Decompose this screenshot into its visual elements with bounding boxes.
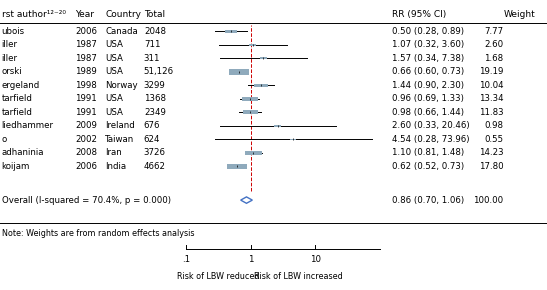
Text: 624: 624 bbox=[144, 135, 160, 144]
Text: 1.68: 1.68 bbox=[484, 54, 503, 63]
Text: 2009: 2009 bbox=[75, 121, 97, 130]
Text: 3299: 3299 bbox=[144, 81, 166, 90]
Text: 11.83: 11.83 bbox=[479, 108, 503, 117]
Text: 2008: 2008 bbox=[75, 148, 97, 157]
Text: 711: 711 bbox=[144, 40, 160, 49]
Text: 7.77: 7.77 bbox=[484, 27, 503, 36]
Text: 0.55: 0.55 bbox=[484, 135, 503, 144]
Text: 1.57 (0.34, 7.38): 1.57 (0.34, 7.38) bbox=[392, 54, 464, 63]
Text: koijam: koijam bbox=[2, 162, 30, 171]
Text: Total: Total bbox=[144, 10, 165, 19]
Text: 3726: 3726 bbox=[144, 148, 166, 157]
Text: Country: Country bbox=[105, 10, 141, 19]
Text: Canada: Canada bbox=[105, 27, 138, 36]
Text: Weight: Weight bbox=[503, 10, 535, 19]
Bar bbox=[290, 139, 296, 140]
Text: rst author¹²⁻²⁰: rst author¹²⁻²⁰ bbox=[2, 10, 66, 19]
Text: 13.34: 13.34 bbox=[479, 94, 503, 103]
Text: 2002: 2002 bbox=[75, 135, 97, 144]
Text: 0.62 (0.52, 0.73): 0.62 (0.52, 0.73) bbox=[392, 162, 464, 171]
Text: Overall (I-squared = 70.4%, p = 0.000): Overall (I-squared = 70.4%, p = 0.000) bbox=[2, 195, 171, 205]
Text: iller: iller bbox=[2, 54, 18, 63]
Text: RR (95% CI): RR (95% CI) bbox=[392, 10, 446, 19]
Text: 0.96 (0.69, 1.33): 0.96 (0.69, 1.33) bbox=[392, 94, 463, 103]
Text: 0.98 (0.66, 1.44): 0.98 (0.66, 1.44) bbox=[392, 108, 464, 117]
Text: .1: .1 bbox=[182, 255, 190, 264]
Bar bbox=[225, 30, 237, 33]
Text: 1987: 1987 bbox=[75, 54, 97, 63]
Text: Note: Weights are from random effects analysis: Note: Weights are from random effects an… bbox=[2, 229, 194, 238]
Bar bbox=[243, 110, 258, 114]
Text: 1989: 1989 bbox=[75, 67, 97, 76]
Text: 2048: 2048 bbox=[144, 27, 166, 36]
Text: 17.80: 17.80 bbox=[479, 162, 503, 171]
Text: 1.10 (0.81, 1.48): 1.10 (0.81, 1.48) bbox=[392, 148, 464, 157]
Bar bbox=[260, 57, 267, 59]
Text: 0.86 (0.70, 1.06): 0.86 (0.70, 1.06) bbox=[392, 195, 464, 205]
Bar bbox=[254, 84, 267, 87]
Text: 10.04: 10.04 bbox=[479, 81, 503, 90]
Text: 100.00: 100.00 bbox=[473, 195, 503, 205]
Text: USA: USA bbox=[105, 40, 123, 49]
Text: 19.19: 19.19 bbox=[479, 67, 503, 76]
Text: 2006: 2006 bbox=[75, 162, 97, 171]
Text: 0.50 (0.28, 0.89): 0.50 (0.28, 0.89) bbox=[392, 27, 464, 36]
Bar bbox=[242, 97, 258, 101]
Text: 1991: 1991 bbox=[75, 108, 97, 117]
Text: India: India bbox=[105, 162, 126, 171]
Text: 311: 311 bbox=[144, 54, 160, 63]
Text: USA: USA bbox=[105, 108, 123, 117]
Text: orski: orski bbox=[2, 67, 22, 76]
Text: 1368: 1368 bbox=[144, 94, 166, 103]
Text: Year: Year bbox=[75, 10, 95, 19]
Text: Norway: Norway bbox=[105, 81, 138, 90]
Text: liedhammer: liedhammer bbox=[2, 121, 54, 130]
Text: iller: iller bbox=[2, 40, 18, 49]
Text: 1998: 1998 bbox=[75, 81, 97, 90]
Text: 4662: 4662 bbox=[144, 162, 166, 171]
Text: Taiwan: Taiwan bbox=[105, 135, 134, 144]
Text: 0.98: 0.98 bbox=[484, 121, 503, 130]
Bar bbox=[228, 164, 247, 169]
Bar bbox=[249, 44, 257, 46]
Text: USA: USA bbox=[105, 67, 123, 76]
Text: 4.54 (0.28, 73.96): 4.54 (0.28, 73.96) bbox=[392, 135, 469, 144]
Text: Ireland: Ireland bbox=[105, 121, 135, 130]
Text: 2.60 (0.33, 20.46): 2.60 (0.33, 20.46) bbox=[392, 121, 469, 130]
Text: 2349: 2349 bbox=[144, 108, 166, 117]
Text: 2.60: 2.60 bbox=[484, 40, 503, 49]
Bar bbox=[229, 69, 249, 75]
Text: adhaninia: adhaninia bbox=[2, 148, 44, 157]
Text: 1991: 1991 bbox=[75, 94, 97, 103]
Text: ubois: ubois bbox=[2, 27, 25, 36]
Bar bbox=[245, 151, 262, 155]
Text: USA: USA bbox=[105, 94, 123, 103]
Text: 2006: 2006 bbox=[75, 27, 97, 36]
Text: Iran: Iran bbox=[105, 148, 122, 157]
Text: USA: USA bbox=[105, 54, 123, 63]
Text: 1.07 (0.32, 3.60): 1.07 (0.32, 3.60) bbox=[392, 40, 464, 49]
Text: Risk of LBW increased: Risk of LBW increased bbox=[254, 272, 343, 282]
Text: Risk of LBW reduced: Risk of LBW reduced bbox=[177, 272, 260, 282]
Text: tarfield: tarfield bbox=[2, 94, 32, 103]
Text: tarfield: tarfield bbox=[2, 108, 32, 117]
Text: 1.44 (0.90, 2.30): 1.44 (0.90, 2.30) bbox=[392, 81, 464, 90]
Text: 676: 676 bbox=[144, 121, 160, 130]
Text: 51,126: 51,126 bbox=[144, 67, 174, 76]
Text: 0.66 (0.60, 0.73): 0.66 (0.60, 0.73) bbox=[392, 67, 464, 76]
Text: ergeland: ergeland bbox=[2, 81, 40, 90]
Text: 1: 1 bbox=[248, 255, 253, 264]
Text: 1987: 1987 bbox=[75, 40, 97, 49]
Bar bbox=[275, 125, 281, 127]
Text: o: o bbox=[2, 135, 7, 144]
Text: 14.23: 14.23 bbox=[479, 148, 503, 157]
Text: 10: 10 bbox=[310, 255, 321, 264]
